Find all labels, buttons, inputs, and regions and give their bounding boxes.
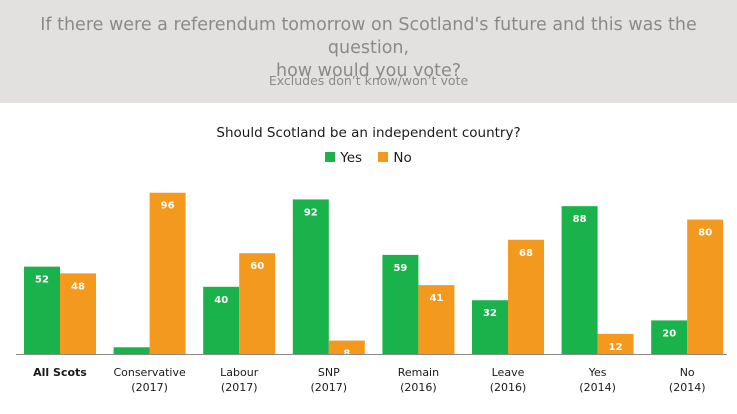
bar-no-7: [687, 219, 724, 354]
category-label-6-line-1: (2014): [579, 381, 616, 394]
category-label-5-line-0: Leave: [492, 366, 525, 379]
bar-no-0: [60, 273, 96, 354]
bar-no-4: [418, 285, 455, 354]
category-label-1-line-1: (2017): [131, 381, 168, 394]
bar-yes-0: [24, 266, 60, 354]
bar-value-label-no-4: 41: [429, 293, 443, 304]
legend-swatch-yes: [325, 152, 336, 162]
bar-value-label-no-0: 48: [71, 281, 85, 292]
category-label-7-line-0: No: [680, 366, 695, 379]
header-banner: If there were a referendum tomorrow on S…: [0, 0, 737, 103]
bar-value-label-yes-5: 32: [483, 308, 497, 319]
bar-value-label-yes-3: 92: [304, 207, 318, 218]
bar-value-label-no-7: 80: [698, 228, 712, 239]
bar-value-label-yes-1: 4: [128, 355, 135, 366]
bar-no-2: [239, 253, 276, 354]
category-label-2-line-0: Labour: [220, 366, 259, 379]
bar-yes-2: [203, 286, 240, 354]
bar-yes-3: [292, 199, 329, 354]
bar-no-3: [328, 340, 365, 354]
category-label-5-line-1: (2016): [490, 381, 527, 394]
bar-value-label-no-1: 96: [161, 201, 175, 212]
bar-value-label-yes-0: 52: [35, 275, 49, 286]
bar-value-label-yes-4: 59: [393, 263, 407, 274]
bar-yes-6: [561, 206, 598, 354]
category-label-3-line-0: SNP: [318, 366, 340, 379]
chart-legend: Yes No: [0, 150, 737, 166]
page-title-line-2: how would you vote?: [275, 61, 461, 81]
bar-value-label-no-5: 68: [519, 248, 533, 259]
bar-value-label-yes-6: 88: [573, 214, 587, 225]
category-label-4-line-0: Remain: [398, 366, 439, 379]
bar-yes-1: [113, 347, 150, 354]
legend-label-no: No: [393, 150, 412, 166]
bar-yes-4: [382, 254, 419, 354]
category-label-0-line-0: All Scots: [33, 366, 87, 379]
bar-no-5: [508, 239, 544, 354]
page-title-line-1: If there were a referendum tomorrow on S…: [40, 15, 697, 58]
legend-item-no: No: [378, 150, 412, 166]
page-subtitle: Excludes don’t know/won’t vote: [268, 73, 469, 88]
bar-yes-5: [472, 300, 508, 354]
category-label-6-line-0: Yes: [588, 366, 607, 379]
category-label-2-line-1: (2017): [221, 381, 258, 394]
bar-no-1: [149, 192, 186, 354]
category-label-1-line-0: Conservative: [113, 366, 186, 379]
bar-value-label-no-2: 60: [250, 261, 264, 272]
bar-no-6: [597, 333, 634, 354]
legend-label-yes: Yes: [340, 150, 363, 166]
page-title: If there were a referendum tomorrow on S…: [0, 14, 737, 83]
bar-yes-7: [651, 320, 688, 354]
bar-value-label-no-6: 12: [609, 342, 623, 353]
chart-title: Should Scotland be an independent countr…: [216, 125, 521, 141]
legend-swatch-no: [378, 152, 389, 162]
category-label-7-line-1: (2014): [669, 381, 706, 394]
category-label-3-line-1: (2017): [311, 381, 348, 394]
category-label-4-line-1: (2016): [400, 381, 437, 394]
legend-item-yes: Yes: [325, 150, 362, 166]
bar-value-label-yes-2: 40: [214, 295, 228, 306]
bar-value-label-yes-7: 20: [662, 328, 676, 339]
